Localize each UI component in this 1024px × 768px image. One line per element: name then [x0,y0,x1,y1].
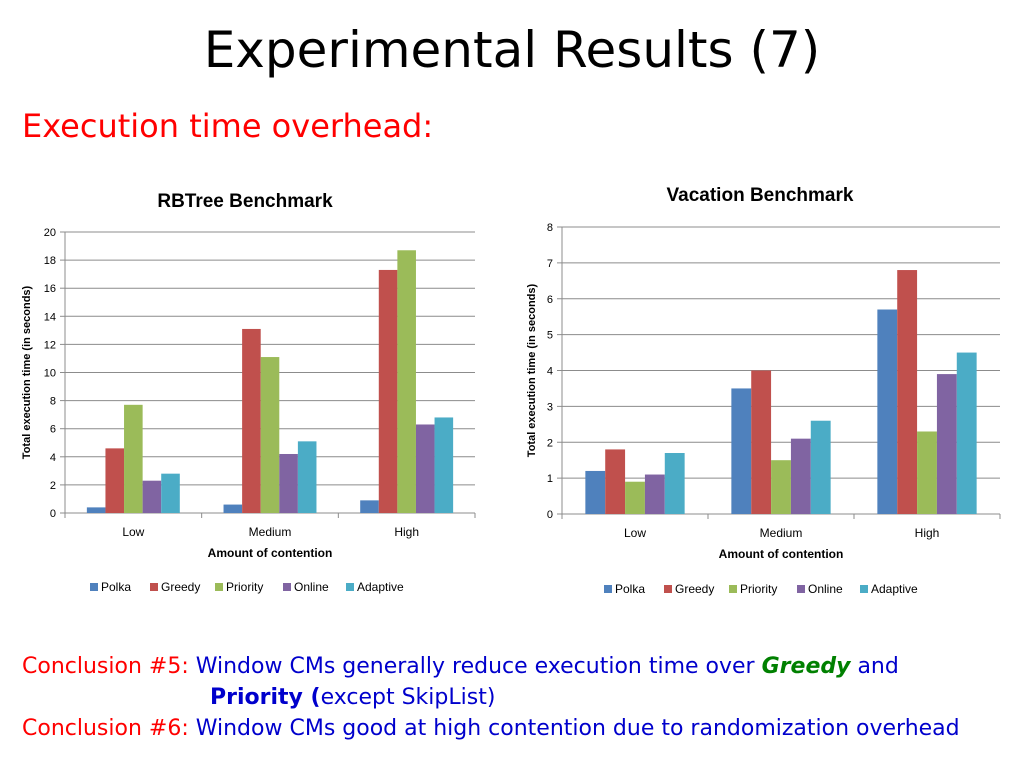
bar-polka-high [877,309,898,514]
legend-label-polka: Polka [615,582,645,596]
y-tick-label: 16 [44,283,56,295]
legend-label-greedy: Greedy [161,580,200,594]
legend-label-adaptive: Adaptive [871,582,918,596]
bar-polka-high [360,500,379,513]
x-axis-label: Amount of contention [208,546,333,560]
bar-polka-low [86,507,106,513]
legend-swatch-priority [729,585,737,593]
legend-label-greedy: Greedy [675,582,714,596]
conclusion-5-text-a: Window CMs generally reduce execution ti… [195,654,755,679]
y-tick-label: 0 [547,509,553,521]
y-tick-label: 20 [44,227,56,239]
y-tick-label: 8 [547,222,553,234]
legend-label-polka: Polka [101,580,131,594]
y-tick-label: 12 [44,339,56,351]
y-tick-label: 6 [50,424,56,436]
y-tick-label: 2 [50,480,56,492]
x-tick-label: Low [122,525,144,539]
bar-greedy-medium [242,328,261,513]
y-tick-label: 7 [547,258,553,270]
bar-adaptive-high [434,417,454,513]
bar-priority-high [917,431,937,514]
legend-swatch-adaptive [346,583,354,591]
bar-greedy-medium [751,370,772,514]
conclusion-5-label: Conclusion #5: [22,654,189,679]
conclusion-6-text: Window CMs good at high contention due t… [195,716,960,741]
bar-polka-medium [223,504,243,513]
conclusions: Conclusion #5: Window CMs generally redu… [22,651,1022,744]
bar-priority-low [625,481,645,514]
legend-label-priority: Priority [740,582,777,596]
bar-adaptive-medium [297,441,317,513]
y-tick-label: 4 [547,366,553,378]
legend-swatch-priority [215,583,223,591]
x-tick-label: Medium [760,526,803,540]
conclusion-5-text-c: except SkipList) [320,685,496,710]
y-tick-label: 8 [50,396,56,408]
y-tick-label: 2 [547,437,553,449]
bar-adaptive-medium [810,420,831,514]
x-tick-label: High [915,526,940,540]
y-tick-label: 4 [50,452,56,464]
bar-greedy-low [605,449,626,514]
conclusion-6: Conclusion #6: Window CMs good at high c… [22,713,1022,744]
legend-swatch-online [283,583,291,591]
chart-title: RBTree Benchmark [157,191,333,212]
conclusion-5: Conclusion #5: Window CMs generally redu… [22,651,1022,682]
y-tick-label: 3 [547,401,553,413]
chart-rbtree: RBTree Benchmark 0 2 4 6 8 10 12 14 16 18 20 Low Medi… [21,191,476,594]
bar-adaptive-low [664,453,685,514]
y-tick-label: 0 [50,508,56,520]
y-tick-label: 5 [547,330,553,342]
x-tick-label: Medium [249,525,292,539]
chart-title: Vacation Benchmark [667,185,854,206]
slide-title: Experimental Results (7) [203,21,821,79]
y-tick-label: 6 [547,294,553,306]
chart-vacation: Vacation Benchmark 0 1 2 3 4 5 6 7 8 Low Medium High… [526,185,1001,596]
bar-adaptive-high [956,352,977,514]
y-tick-label: 1 [547,473,553,485]
bar-online-low [142,480,162,513]
bar-online-high [936,374,957,514]
x-tick-label: Low [624,526,646,540]
bar-priority-low [124,404,143,513]
conclusion-5-text-b: and [857,654,899,679]
bar-online-medium [790,438,811,514]
x-tick-label: High [394,525,419,539]
slide-subtitle: Execution time overhead: [22,107,434,145]
legend-label-priority: Priority [226,580,263,594]
y-axis-label: Total execution time (in seconds) [21,285,33,459]
bar-polka-low [585,470,606,514]
bar-priority-medium [771,460,791,514]
bar-priority-medium [260,357,280,513]
bar-greedy-high [897,270,918,514]
y-tick-label: 14 [44,311,56,323]
y-tick-label: 10 [44,368,56,380]
legend-swatch-polka [604,585,612,593]
conclusion-6-label: Conclusion #6: [22,716,189,741]
bar-online-low [644,474,665,514]
legend-swatch-adaptive [860,585,868,593]
y-tick-label: 18 [44,255,56,267]
legend-label-online: Online [808,582,843,596]
legend-label-online: Online [294,580,329,594]
x-axis-label: Amount of contention [719,547,844,561]
bar-online-high [415,424,435,513]
bar-online-medium [279,453,298,513]
bar-adaptive-low [161,473,180,513]
conclusion-5-greedy: Greedy [761,654,851,679]
y-axis-label: Total execution time (in seconds) [526,283,538,457]
legend-swatch-greedy [664,585,672,593]
bar-polka-medium [731,388,752,514]
legend-swatch-online [797,585,805,593]
legend-swatch-polka [90,583,98,591]
bar-greedy-high [378,269,398,513]
legend-swatch-greedy [150,583,158,591]
conclusion-5-priority: Priority ( [210,685,321,710]
bar-priority-high [397,250,416,513]
bar-greedy-low [105,448,125,513]
conclusion-5-line-2: Priority (except SkipList) [22,682,1022,713]
legend-label-adaptive: Adaptive [357,580,404,594]
